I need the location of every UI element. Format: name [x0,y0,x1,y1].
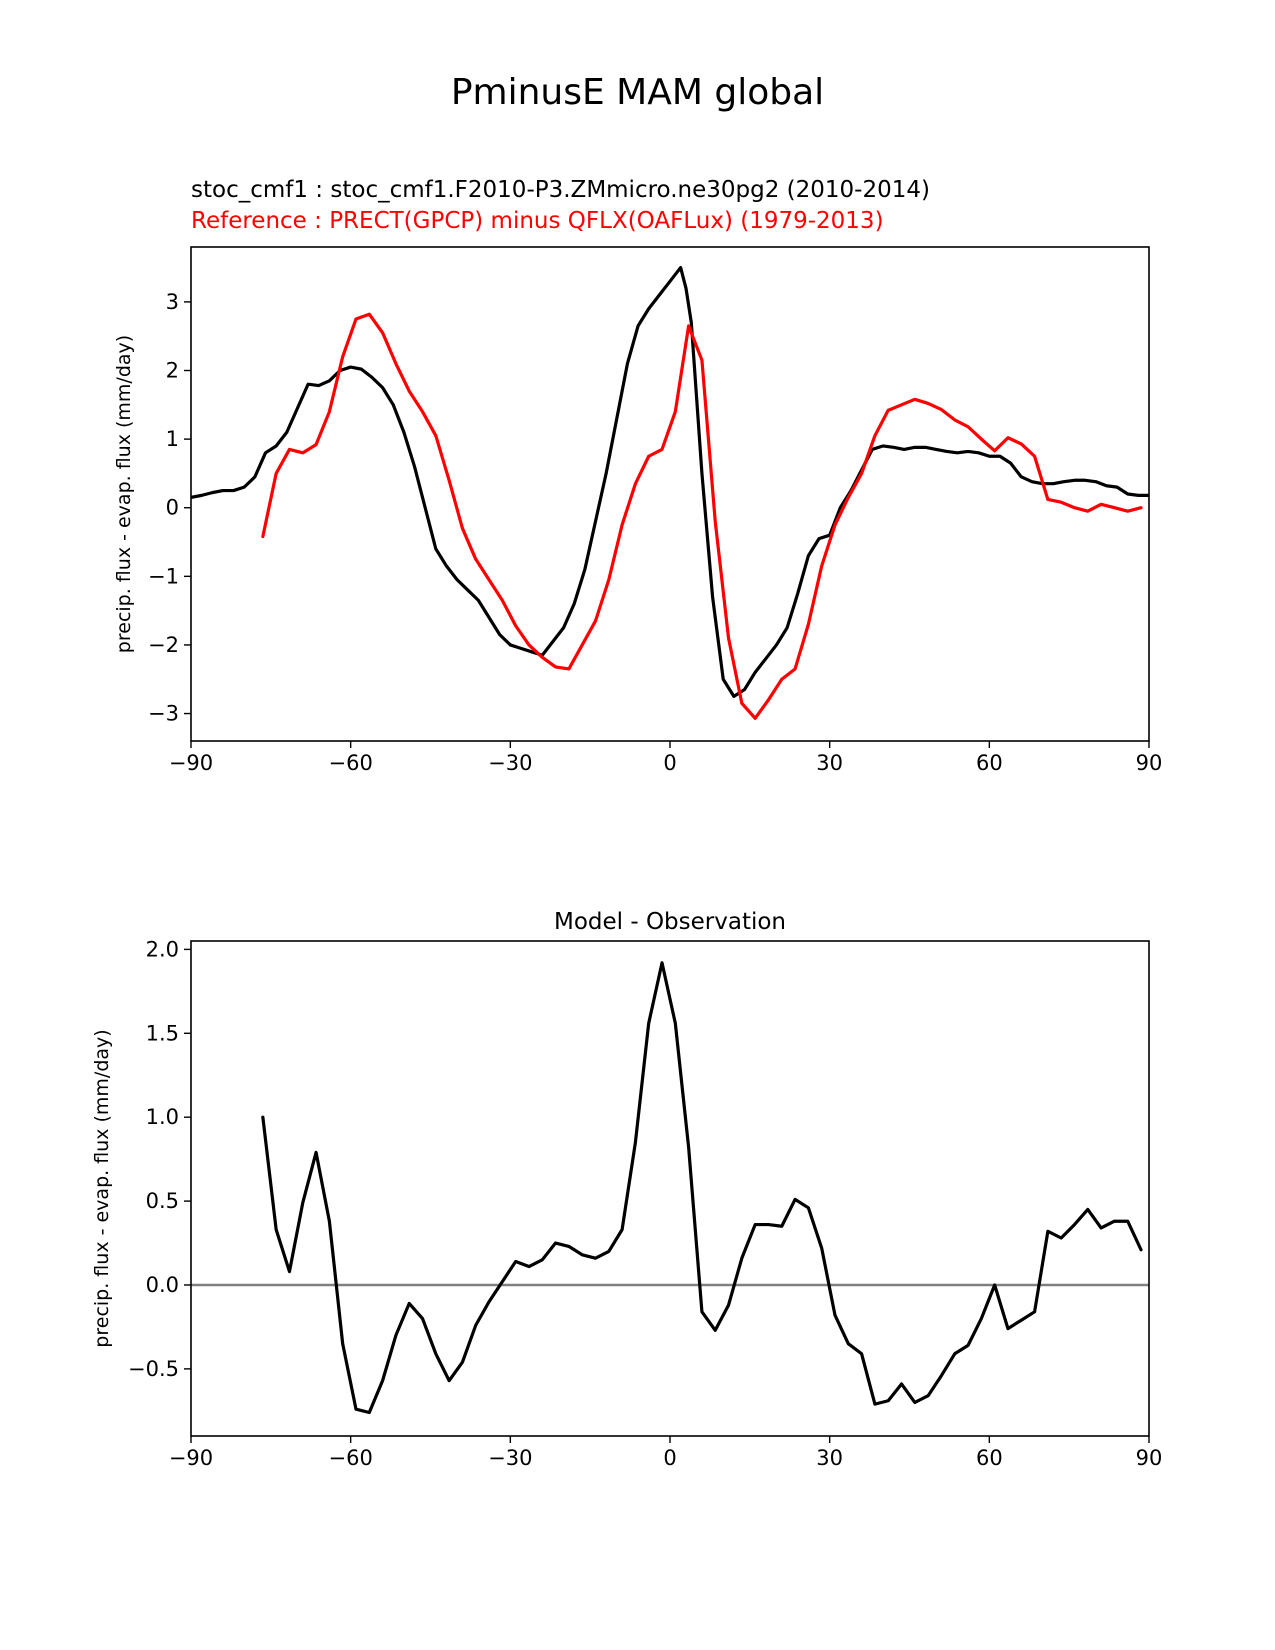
x-tick-label: −60 [329,751,373,775]
x-tick-label: −30 [488,751,532,775]
y-tick-label: 0.5 [146,1189,179,1213]
series-line-reference [261,312,1143,720]
y-tick-label: −1 [148,564,179,588]
y-tick-label: −3 [148,702,179,726]
x-tick-label: 90 [1136,1446,1163,1470]
y-tick-label: 1.0 [146,1105,179,1129]
y-tick-label: 0 [166,496,179,520]
y-tick-label: 1 [166,427,179,451]
difference-plot: Model - Observation −90 −60 −30 0 30 60 90 −0.5 0… [91,909,1162,1470]
figure-title: PminusE MAM global [450,72,825,113]
y-tick-label: 2.0 [146,937,179,961]
y-tick-label: 1.5 [146,1021,179,1045]
x-tick-label: 30 [816,751,843,775]
x-tick-label: −60 [329,1446,373,1470]
reference-series-label: Reference : PRECT(GPCP) minus QFLX(OAFLu… [191,208,884,234]
y-tick-label: −0.5 [128,1357,179,1381]
x-tick-label: 0 [663,1446,676,1470]
axes-frame [190,940,1150,1437]
x-tick-label: −90 [169,1446,213,1470]
y-axis-label: precip. flux - evap. flux (mm/day) [91,1029,113,1347]
y-tick-label: 3 [166,290,179,314]
x-tick-label: 60 [976,751,1003,775]
axes-frame [190,246,1150,742]
series-line-model-observation [261,961,1143,1415]
x-tick-label: 60 [976,1446,1003,1470]
x-tick-label: −30 [488,1446,532,1470]
top-plot: −90 −60 −30 0 30 60 90 −3 −2 −1 0 1 2 3 precip. flux -… [113,246,1163,775]
y-tick-label: −2 [148,633,179,657]
x-tick-label: 90 [1136,751,1163,775]
test-series-label: stoc_cmf1 : stoc_cmf1.F2010-P3.ZMmicro.n… [191,177,930,203]
x-tick-label: 0 [663,751,676,775]
plot-title: Model - Observation [554,909,786,935]
x-tick-label: 30 [816,1446,843,1470]
y-axis-label: precip. flux - evap. flux (mm/day) [113,335,135,653]
y-tick-label: 0.0 [146,1273,179,1297]
x-tick-label: −90 [169,751,213,775]
y-tick-label: 2 [166,359,179,383]
series-line-stoc-cmf1 [191,265,1149,699]
